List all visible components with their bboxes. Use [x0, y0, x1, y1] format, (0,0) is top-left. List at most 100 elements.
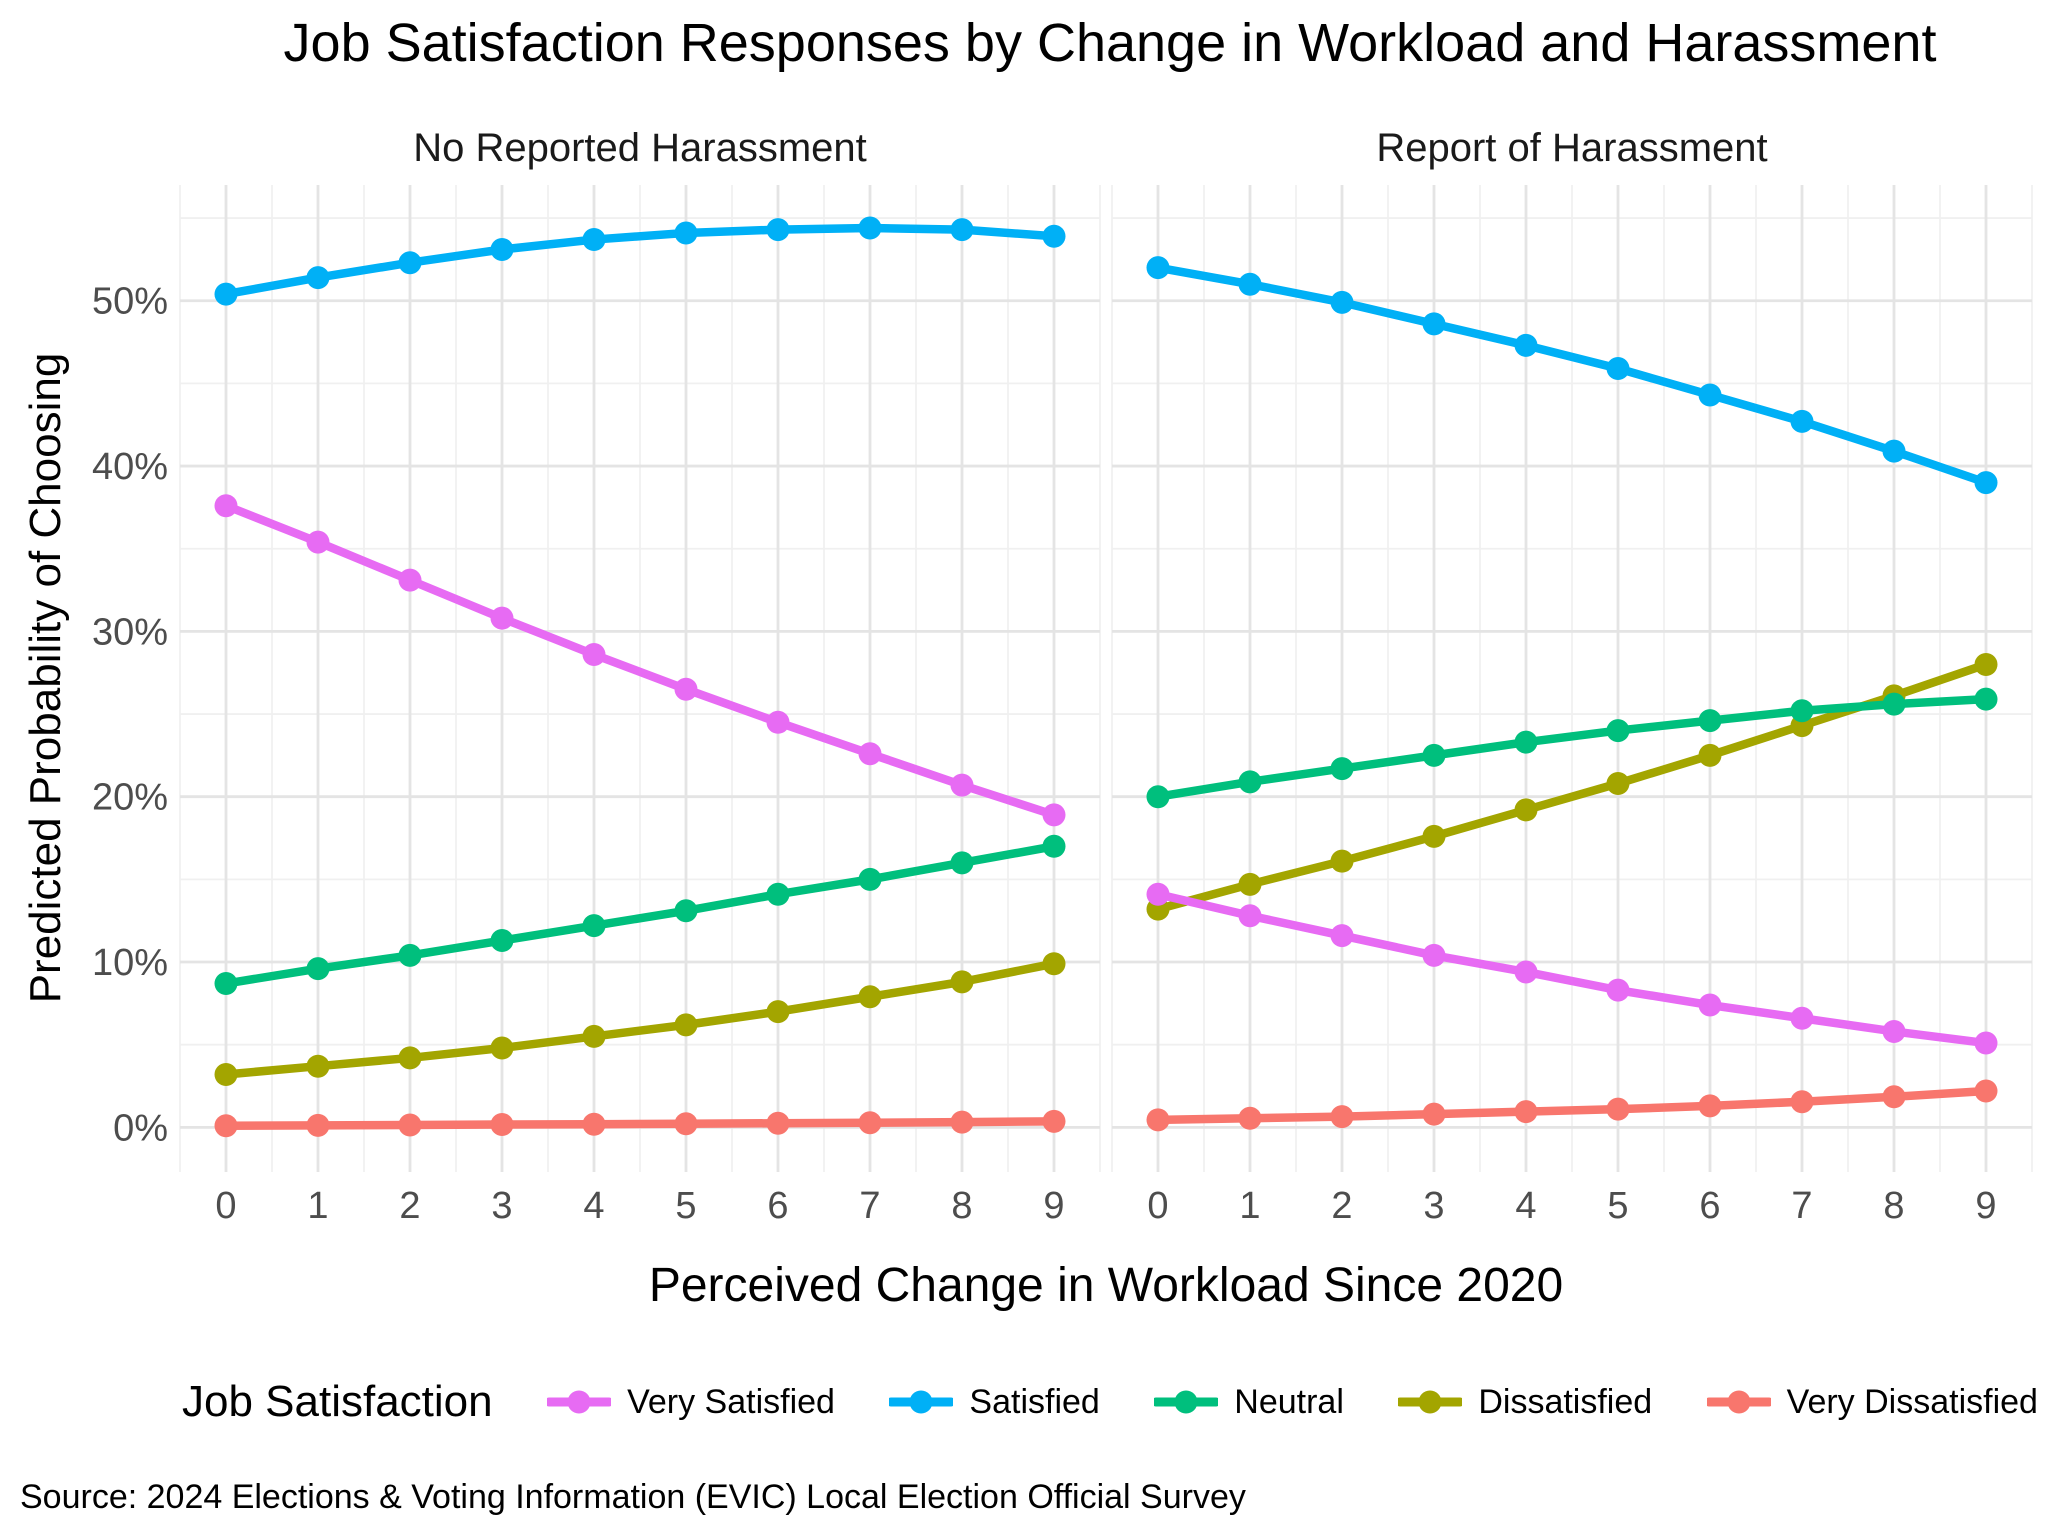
- legend-key-icon: [1154, 1390, 1219, 1414]
- point-satisfied: [490, 237, 514, 261]
- y-tick-label: 50%: [92, 281, 168, 323]
- y-tick-label: 20%: [92, 777, 168, 819]
- point-very-dissatisfied: [950, 1110, 974, 1134]
- point-very-satisfied: [950, 773, 974, 797]
- point-dissatisfied: [1042, 952, 1066, 976]
- point-neutral: [1698, 709, 1722, 733]
- point-dissatisfied: [306, 1054, 330, 1078]
- point-satisfied: [1330, 290, 1354, 314]
- point-satisfied: [1422, 312, 1446, 336]
- x-tick-label: 5: [675, 1185, 696, 1227]
- point-very-dissatisfied: [1974, 1079, 1998, 1103]
- point-satisfied: [582, 228, 606, 252]
- point-very-dissatisfied: [582, 1112, 606, 1136]
- point-neutral: [1882, 692, 1906, 716]
- x-tick-label: 6: [767, 1185, 788, 1227]
- point-very-dissatisfied: [1790, 1090, 1814, 1114]
- point-neutral: [1042, 834, 1066, 858]
- point-satisfied: [1698, 383, 1722, 407]
- point-very-satisfied: [1882, 1019, 1906, 1043]
- point-neutral: [1606, 719, 1630, 743]
- facet-label-harassment: Report of Harassment: [1376, 126, 1768, 170]
- point-very-satisfied: [214, 494, 238, 518]
- legend-item-dissatisfied: Dissatisfied: [1398, 1383, 1652, 1422]
- point-satisfied: [1606, 357, 1630, 381]
- point-very-satisfied: [1146, 882, 1170, 906]
- plot-area: 0 1 2 3 4 5 6 7 8 9 0 1 2 3 4 5 6 7 8 9 0% 10% 20% 30% 40% 50%: [92, 185, 2033, 1227]
- point-very-dissatisfied: [490, 1113, 514, 1137]
- point-neutral: [766, 882, 790, 906]
- line-very-dissatisfied: [221, 1117, 1059, 1130]
- legend-item-label: Very Satisfied: [627, 1382, 835, 1421]
- point-very-dissatisfied: [1238, 1106, 1262, 1130]
- x-tick-label: 7: [1791, 1185, 1812, 1227]
- point-very-satisfied: [1790, 1006, 1814, 1030]
- legend-item-label: Satisfied: [969, 1382, 1100, 1421]
- point-dissatisfied: [858, 985, 882, 1009]
- legend-item-label: Very Dissatisfied: [1786, 1382, 2038, 1421]
- x-tick-label: 8: [1883, 1185, 1904, 1227]
- x-tick-label: 3: [1423, 1185, 1444, 1227]
- point-neutral: [398, 943, 422, 967]
- point-dissatisfied: [214, 1062, 238, 1086]
- point-neutral: [490, 929, 514, 953]
- point-satisfied: [1882, 439, 1906, 463]
- point-neutral: [950, 851, 974, 875]
- point-very-satisfied: [766, 710, 790, 734]
- point-satisfied: [306, 266, 330, 290]
- point-very-dissatisfied: [1882, 1085, 1906, 1109]
- point-neutral: [1790, 699, 1814, 723]
- point-neutral: [1238, 770, 1262, 794]
- point-neutral: [1514, 730, 1538, 754]
- point-very-satisfied: [1698, 993, 1722, 1017]
- point-satisfied: [1790, 409, 1814, 433]
- point-neutral: [674, 899, 698, 923]
- point-neutral: [214, 972, 238, 996]
- point-very-satisfied: [398, 568, 422, 592]
- chart-title: Job Satisfaction Responses by Change in …: [283, 13, 1937, 73]
- point-satisfied: [1042, 224, 1066, 248]
- legend-item-neutral: Neutral: [1154, 1383, 1344, 1422]
- x-tick-label: 8: [951, 1185, 972, 1227]
- line-very-dissatisfied: [1153, 1086, 1991, 1125]
- line-dissatisfied: [221, 959, 1059, 1079]
- point-satisfied: [1514, 333, 1538, 357]
- point-very-satisfied: [1514, 960, 1538, 984]
- point-very-dissatisfied: [1042, 1109, 1066, 1133]
- x-tick-label: 0: [1147, 1185, 1168, 1227]
- legend: Job Satisfaction Very Satisfied Satisfied…: [182, 1368, 2038, 1436]
- line-very-satisfied: [1153, 890, 1991, 1048]
- x-tick-label: 9: [1975, 1185, 1996, 1227]
- point-dissatisfied: [398, 1046, 422, 1070]
- point-very-satisfied: [858, 742, 882, 766]
- point-neutral: [1330, 757, 1354, 781]
- x-tick-label: 7: [859, 1185, 880, 1227]
- point-dissatisfied: [1238, 872, 1262, 896]
- point-dissatisfied: [1606, 771, 1630, 795]
- line-neutral: [221, 842, 1059, 988]
- point-very-dissatisfied: [766, 1111, 790, 1135]
- x-tick-label: 5: [1607, 1185, 1628, 1227]
- point-very-dissatisfied: [214, 1114, 238, 1138]
- legend-item-very-dissatisfied: Very Dissatisfied: [1706, 1382, 2038, 1422]
- legend-item-very-satisfied: Very Satisfied: [547, 1383, 835, 1422]
- point-very-dissatisfied: [1698, 1094, 1722, 1118]
- x-tick-label: 4: [583, 1185, 604, 1227]
- point-very-satisfied: [1238, 904, 1262, 928]
- point-neutral: [1974, 687, 1998, 711]
- point-satisfied: [1146, 256, 1170, 280]
- point-dissatisfied: [1698, 743, 1722, 767]
- line-neutral: [1153, 694, 1991, 801]
- point-very-satisfied: [1330, 924, 1354, 948]
- point-very-dissatisfied: [674, 1112, 698, 1136]
- point-very-satisfied: [306, 530, 330, 554]
- point-satisfied: [950, 218, 974, 242]
- point-very-dissatisfied: [858, 1111, 882, 1135]
- line-very-satisfied: [221, 501, 1059, 820]
- legend-item-satisfied: Satisfied: [889, 1382, 1100, 1422]
- point-very-dissatisfied: [398, 1113, 422, 1137]
- point-satisfied: [214, 282, 238, 306]
- point-dissatisfied: [950, 970, 974, 994]
- source-note: Source: 2024 Elections & Voting Informat…: [20, 1478, 1246, 1516]
